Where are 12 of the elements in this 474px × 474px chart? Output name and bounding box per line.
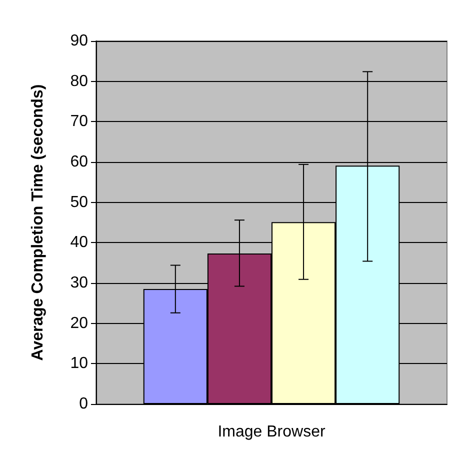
y-tick-label: 90 (70, 32, 88, 50)
y-tick-label: 40 (70, 234, 88, 252)
y-tick-label: 0 (79, 396, 88, 412)
y-tick-label: 20 (70, 314, 88, 332)
y-tick-label: 30 (70, 274, 88, 292)
y-axis-title: Average Completion Time (seconds) (30, 84, 46, 361)
y-tick-label: 70 (70, 113, 88, 130)
y-tick-label: 80 (70, 72, 88, 90)
y-tick-label: 50 (70, 194, 88, 211)
x-tick-label: Image Browser (218, 424, 326, 440)
y-tick-label: 60 (70, 154, 88, 170)
y-tick-label: 10 (70, 355, 88, 372)
